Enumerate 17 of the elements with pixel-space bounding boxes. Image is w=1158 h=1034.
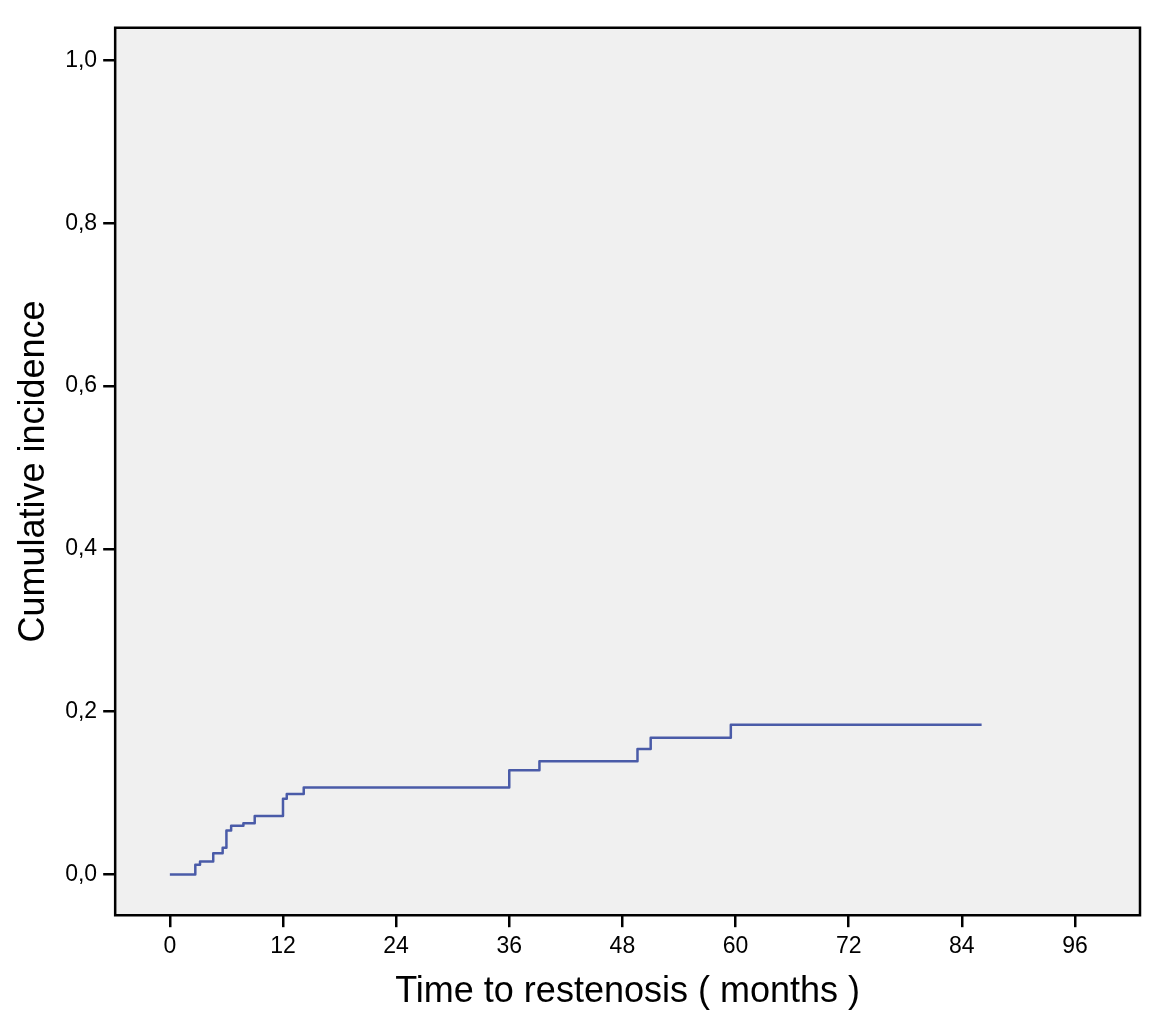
x-tick-label: 12 [270,932,296,959]
x-tick-label: 0 [163,932,177,959]
y-tick-label: 0,6 [65,371,98,398]
y-tick-label: 0,8 [65,208,98,235]
y-axis-title: Cumulative incidence [10,300,52,643]
x-tick-label: 48 [609,932,636,959]
y-tick-label: 0,2 [65,697,98,724]
x-tick-label: 96 [1062,932,1088,959]
x-tick-label: 60 [722,932,749,959]
x-tick-label: 72 [835,932,862,959]
y-tick-label: 0,0 [65,859,98,886]
x-tick-label: 84 [949,932,975,959]
y-tick-label: 0,4 [65,534,98,561]
x-axis-title: Time to restenosis ( months ) [395,969,860,1011]
x-tick-label: 24 [383,932,410,959]
x-tick-label: 36 [496,932,523,959]
y-tick-label: 1,0 [65,45,98,72]
